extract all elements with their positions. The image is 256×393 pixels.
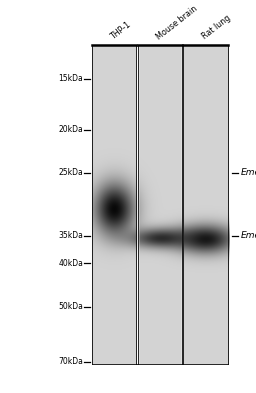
Bar — [138, 45, 182, 364]
Text: 25kDa: 25kDa — [58, 169, 83, 177]
Bar — [92, 45, 136, 364]
Text: 20kDa: 20kDa — [58, 125, 83, 134]
Text: 50kDa: 50kDa — [58, 302, 83, 311]
Text: 40kDa: 40kDa — [58, 259, 83, 268]
Text: Emerin: Emerin — [241, 169, 256, 177]
Text: 15kDa: 15kDa — [58, 74, 83, 83]
Bar — [183, 45, 228, 364]
Text: Rat lung: Rat lung — [200, 14, 232, 41]
Bar — [91, 45, 229, 364]
Text: 70kDa: 70kDa — [58, 357, 83, 366]
Text: Emerin: Emerin — [241, 231, 256, 240]
Text: Mouse brain: Mouse brain — [154, 4, 199, 41]
Text: THP-1: THP-1 — [109, 20, 132, 41]
Text: 35kDa: 35kDa — [58, 231, 83, 240]
